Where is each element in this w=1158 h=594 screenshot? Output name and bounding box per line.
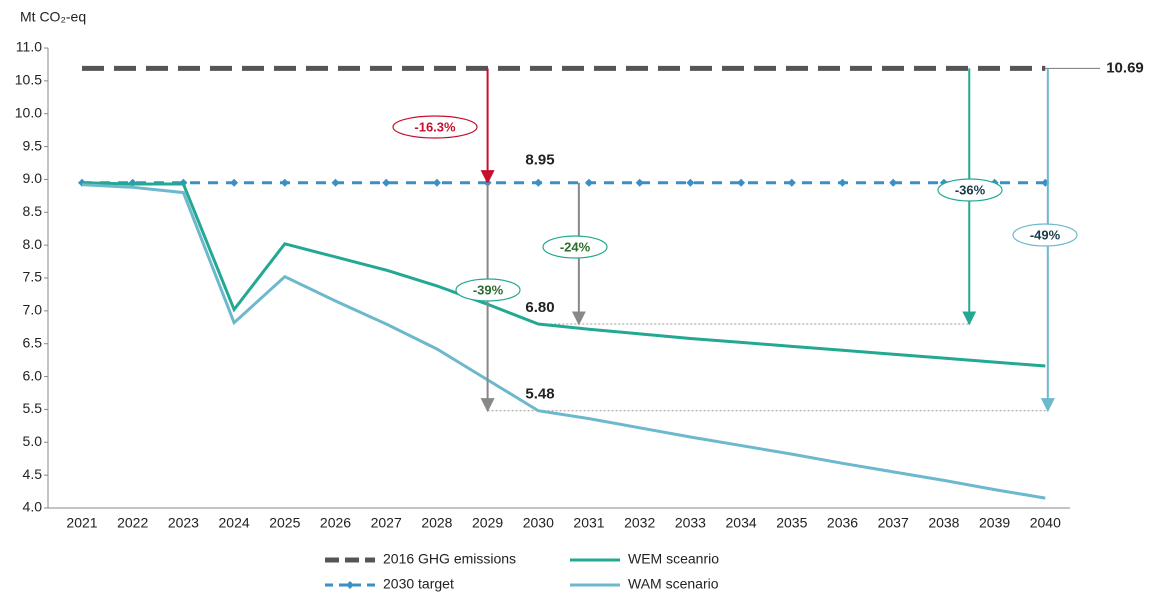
annotation-bubble bbox=[1012, 223, 1078, 247]
marker bbox=[382, 178, 391, 187]
value-label: 6.80 bbox=[525, 299, 554, 316]
x-tick-label: 2030 bbox=[523, 515, 554, 531]
annotation-bubble bbox=[455, 278, 521, 302]
x-tick-label: 2034 bbox=[726, 515, 757, 531]
x-tick-label: 2027 bbox=[371, 515, 402, 531]
x-tick-label: 2026 bbox=[320, 515, 351, 531]
y-tick-label: 9.0 bbox=[23, 170, 43, 186]
x-tick-label: 2037 bbox=[878, 515, 909, 531]
marker bbox=[585, 178, 593, 187]
x-tick-label: 2036 bbox=[827, 515, 858, 531]
legend-label: WAM scenario bbox=[628, 576, 719, 592]
legend-label: 2030 target bbox=[383, 576, 454, 592]
annotation-bubble bbox=[392, 115, 478, 139]
y-axis-label: Mt CO₂-eq bbox=[20, 9, 86, 25]
marker bbox=[686, 178, 695, 187]
y-tick-label: 11.0 bbox=[16, 39, 42, 55]
marker bbox=[280, 178, 289, 187]
x-tick-label: 2021 bbox=[66, 515, 97, 531]
x-tick-label: 2028 bbox=[421, 515, 452, 531]
annotation-bubble bbox=[937, 178, 1003, 202]
y-tick-label: 4.5 bbox=[23, 466, 43, 482]
annotation: -24% bbox=[560, 239, 591, 254]
y-tick-label: 7.0 bbox=[23, 302, 43, 318]
marker bbox=[331, 178, 340, 187]
x-tick-label: 2032 bbox=[624, 515, 655, 531]
annotation: -39% bbox=[473, 282, 504, 297]
y-tick-label: 8.0 bbox=[23, 236, 43, 252]
legend-marker bbox=[346, 581, 354, 589]
value-label: 5.48 bbox=[525, 386, 554, 403]
annotation-bubble bbox=[542, 235, 608, 259]
series-line bbox=[81, 183, 1046, 500]
y-tick-label: 8.5 bbox=[23, 203, 43, 219]
x-tick-label: 2022 bbox=[117, 515, 148, 531]
marker bbox=[230, 178, 239, 187]
x-tick-label: 2033 bbox=[675, 515, 706, 531]
marker bbox=[432, 178, 441, 187]
y-tick-label: 9.5 bbox=[23, 137, 43, 153]
x-tick-label: 2029 bbox=[472, 515, 503, 531]
x-tick-label: 2024 bbox=[219, 515, 250, 531]
y-tick-label: 7.5 bbox=[23, 269, 43, 285]
x-tick-label: 2039 bbox=[979, 515, 1010, 531]
x-tick-label: 2023 bbox=[168, 515, 199, 531]
y-tick-label: 6.0 bbox=[23, 367, 43, 383]
legend-label: WEM sceanrio bbox=[628, 551, 719, 567]
marker bbox=[534, 178, 543, 187]
y-tick-label: 4.0 bbox=[23, 499, 43, 515]
marker bbox=[635, 178, 644, 187]
x-tick-label: 2031 bbox=[573, 515, 604, 531]
marker bbox=[889, 178, 898, 187]
marker bbox=[838, 178, 847, 187]
annotation: -36% bbox=[955, 182, 986, 197]
x-tick-label: 2035 bbox=[776, 515, 807, 531]
x-tick-label: 2040 bbox=[1030, 515, 1061, 531]
y-tick-label: 10.0 bbox=[15, 104, 42, 120]
value-label: 10.69 bbox=[1106, 59, 1144, 76]
x-tick-label: 2025 bbox=[269, 515, 300, 531]
series-line bbox=[81, 181, 1046, 368]
y-tick-label: 5.0 bbox=[23, 433, 43, 449]
annotation: -16.3% bbox=[414, 119, 456, 134]
y-tick-label: 6.5 bbox=[23, 334, 43, 350]
marker bbox=[737, 178, 746, 187]
y-tick-label: 10.5 bbox=[15, 72, 42, 88]
annotation: -49% bbox=[1030, 227, 1061, 242]
legend-label: 2016 GHG emissions bbox=[383, 551, 516, 567]
value-label: 8.95 bbox=[525, 152, 554, 169]
x-tick-label: 2038 bbox=[928, 515, 959, 531]
y-tick-label: 5.5 bbox=[23, 400, 43, 416]
marker bbox=[787, 178, 796, 187]
